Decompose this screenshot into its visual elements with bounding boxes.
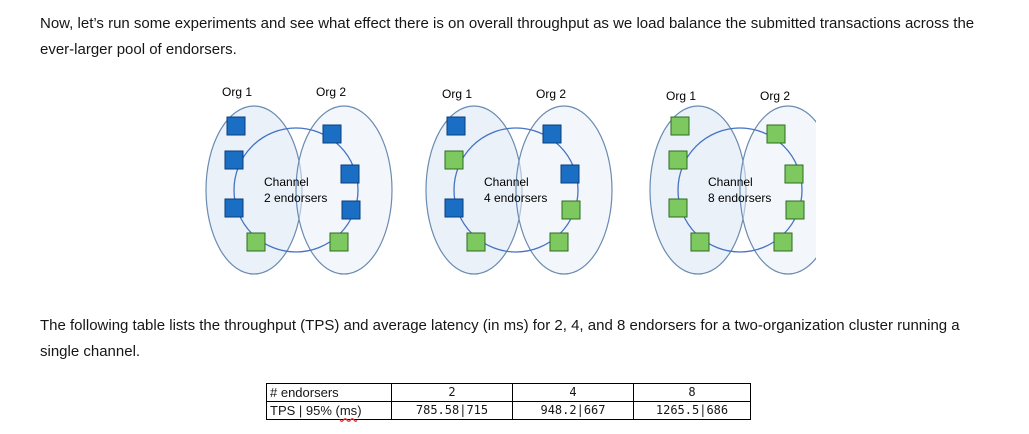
ms-unit-text: ms <box>339 403 358 418</box>
endorser-peer <box>785 200 805 220</box>
endorser-peer <box>784 164 804 184</box>
channel-label: Channel <box>264 175 309 189</box>
endorser-peer <box>773 232 793 252</box>
diagram-3: Org 1 Org 2 Channel 8 endorsers <box>649 89 816 275</box>
peer-node <box>444 198 464 218</box>
endorser-topology-diagram: Org 1 Org 2 Channel 2 endorsers Org 1 Org 2 Ch… <box>205 85 816 275</box>
peer-node <box>224 150 244 170</box>
endorser-peer <box>444 150 464 170</box>
tps-header-cell: TPS | 95% (ms) <box>266 401 392 420</box>
peer-node <box>340 164 360 184</box>
endorser-peer <box>246 232 266 252</box>
peer-node <box>446 116 466 136</box>
peer-node <box>322 124 342 144</box>
channel-circle <box>453 127 579 253</box>
endorser-peer <box>668 150 688 170</box>
channel-circle <box>233 127 359 253</box>
diagram-2: Org 1 Org 2 Channel 4 endorsers <box>425 87 613 275</box>
org2-ellipse <box>515 105 613 275</box>
endorsers-header-cell: # endorsers <box>266 383 392 402</box>
intro-paragraph: Now, let’s run some experiments and see … <box>40 15 975 58</box>
endorsers-label: 4 endorsers <box>484 191 547 205</box>
org2-ellipse <box>295 105 393 275</box>
endorser-peer <box>690 232 710 252</box>
diagram-1: Org 1 Org 2 Channel 2 endorsers <box>205 85 393 275</box>
throughput-table: # endorsers 2 4 8 TPS | 95% (ms) 785.58|… <box>266 383 751 420</box>
org2-ellipse <box>739 105 816 275</box>
endorser-peer <box>766 124 786 144</box>
org1-label: Org 1 <box>442 87 472 101</box>
org2-label: Org 2 <box>760 89 790 103</box>
endorser-peer <box>668 198 688 218</box>
endorser-peer <box>329 232 349 252</box>
org1-label: Org 1 <box>666 89 696 103</box>
endorsers-8-cell: 8 <box>633 383 751 402</box>
peer-node <box>224 198 244 218</box>
endorser-peer <box>670 116 690 136</box>
endorsers-label: 8 endorsers <box>708 191 771 205</box>
table-intro-paragraph: The following table lists the throughput… <box>40 317 960 360</box>
endorser-peer <box>561 200 581 220</box>
endorsers-2-cell: 2 <box>391 383 513 402</box>
endorser-peer <box>466 232 486 252</box>
peer-node <box>226 116 246 136</box>
peer-node <box>542 124 562 144</box>
org1-label: Org 1 <box>222 85 252 99</box>
org2-label: Org 2 <box>536 87 566 101</box>
tps-8-value-cell: 1265.5|686 <box>633 401 751 420</box>
endorsers-label: 2 endorsers <box>264 191 327 205</box>
channel-label: Channel <box>708 175 753 189</box>
channel-label: Channel <box>484 175 529 189</box>
endorsers-4-cell: 4 <box>512 383 634 402</box>
table-row: TPS | 95% (ms) 785.58|715 948.2|667 1265… <box>266 401 751 420</box>
channel-circle <box>677 127 803 253</box>
tps-header-suffix: ) <box>357 403 362 418</box>
tps-4-value-cell: 948.2|667 <box>512 401 634 420</box>
org2-label: Org 2 <box>316 85 346 99</box>
peer-node <box>341 200 361 220</box>
tps-2-value-cell: 785.58|715 <box>391 401 513 420</box>
tps-header-prefix: TPS | 95% ( <box>270 403 340 418</box>
table-row: # endorsers 2 4 8 <box>266 383 751 402</box>
peer-node <box>560 164 580 184</box>
endorser-peer <box>549 232 569 252</box>
